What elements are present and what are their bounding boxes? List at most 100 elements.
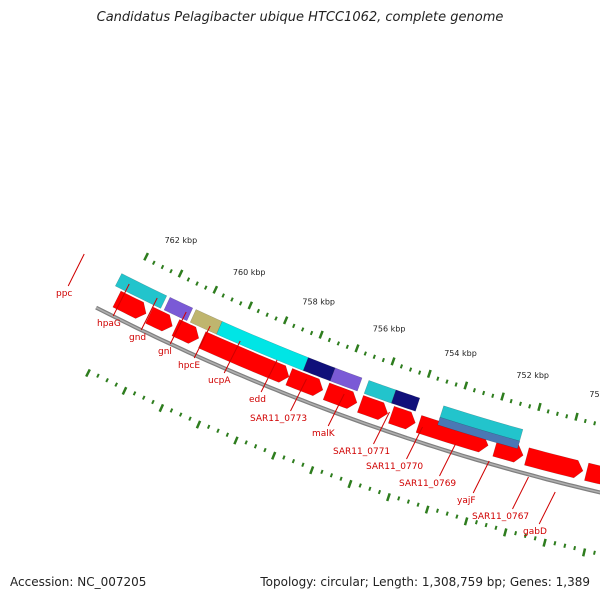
inner-tick bbox=[206, 424, 211, 429]
inner-tick bbox=[121, 386, 128, 396]
outer-tick bbox=[169, 268, 173, 274]
inner-tick bbox=[494, 525, 498, 530]
outer-tick bbox=[309, 330, 314, 336]
feature-violet bbox=[163, 296, 194, 322]
kbp-label: 754 kbp bbox=[444, 349, 477, 358]
outer-tick bbox=[327, 337, 332, 343]
outer-tick bbox=[336, 341, 341, 346]
inner-tick bbox=[263, 447, 267, 453]
inner-tick bbox=[291, 458, 296, 464]
inner-tick bbox=[563, 543, 567, 548]
inner-tick bbox=[195, 420, 202, 429]
inner-tick bbox=[151, 399, 155, 405]
leader-line bbox=[373, 411, 390, 445]
map-title: Candidatus Pelagibacter ubique HTCC1062,… bbox=[96, 10, 504, 25]
outer-tick bbox=[212, 285, 219, 294]
outer-tick bbox=[555, 411, 559, 417]
outer-tick bbox=[518, 401, 522, 406]
inner-tick bbox=[514, 530, 518, 536]
leader-line bbox=[439, 443, 456, 477]
outer-tick bbox=[177, 269, 184, 278]
cds-arrow bbox=[145, 306, 173, 332]
outer-tick bbox=[500, 392, 505, 401]
gene-label: SAR11_0769 bbox=[399, 479, 456, 489]
inner-tick bbox=[158, 403, 165, 413]
cds-arrow bbox=[524, 447, 584, 479]
cds-arrow bbox=[171, 319, 200, 344]
leader-line bbox=[472, 460, 490, 494]
leader-line bbox=[140, 297, 158, 331]
cds-arrow bbox=[356, 395, 389, 420]
label-leaders bbox=[67, 253, 556, 525]
inner-tick bbox=[85, 368, 91, 378]
outer-tick bbox=[491, 393, 495, 398]
outer-tick bbox=[482, 390, 486, 396]
leader-line bbox=[327, 393, 345, 427]
inner-tick bbox=[581, 548, 587, 557]
outer-tick bbox=[390, 357, 396, 366]
outer-tick bbox=[546, 409, 550, 414]
outer-tick bbox=[221, 293, 225, 298]
outer-tick bbox=[528, 404, 532, 409]
outer-tick bbox=[426, 369, 432, 378]
feature-teal bbox=[114, 273, 168, 309]
gene-label: SAR11_0770 bbox=[366, 462, 423, 472]
inner-tick bbox=[502, 528, 508, 537]
outer-tick bbox=[345, 344, 349, 350]
gene-label: ppc bbox=[56, 289, 72, 299]
inner-tick bbox=[474, 520, 478, 525]
outer-tick bbox=[282, 316, 289, 325]
outer-tick bbox=[565, 414, 569, 419]
inner-tick bbox=[397, 496, 401, 501]
inner-tick bbox=[445, 511, 449, 516]
kbp-label: 760 kbp bbox=[233, 268, 266, 277]
inner-tick bbox=[406, 499, 410, 504]
leader-line bbox=[112, 283, 130, 317]
outer-tick bbox=[292, 323, 296, 329]
outer-tick bbox=[472, 388, 476, 393]
feature-steel bbox=[437, 416, 521, 450]
inner-tick bbox=[178, 412, 183, 417]
inner-tick bbox=[484, 522, 488, 528]
leader-line bbox=[223, 340, 241, 374]
gene-label: SAR11_0773 bbox=[250, 414, 307, 424]
outer-tick bbox=[300, 327, 305, 332]
outer-tick bbox=[399, 364, 404, 369]
gene-label: hpcE bbox=[178, 361, 200, 371]
inner-tick bbox=[435, 508, 439, 513]
gene-label: ucpA bbox=[208, 376, 231, 386]
inner-tick bbox=[358, 483, 362, 488]
inner-tick bbox=[105, 377, 109, 383]
cds-arrow bbox=[584, 462, 600, 485]
gene-label: edd bbox=[249, 395, 266, 405]
outer-tick bbox=[247, 301, 254, 310]
leader-line bbox=[538, 491, 556, 525]
outer-tick bbox=[454, 382, 458, 387]
inner-tick bbox=[377, 489, 382, 495]
feature-navy bbox=[391, 389, 421, 412]
gene-label: gabD bbox=[523, 527, 547, 537]
gene-label: SAR11_0771 bbox=[333, 447, 390, 457]
inner-tick bbox=[368, 486, 372, 492]
inner-tick bbox=[386, 493, 391, 502]
inner-tick bbox=[320, 469, 324, 475]
inner-tick bbox=[96, 373, 100, 378]
genome-summary-text: Topology: circular; Length: 1,308,759 bp… bbox=[260, 575, 590, 589]
inner-tick bbox=[424, 505, 430, 514]
leader-line bbox=[512, 476, 529, 510]
inner-tick bbox=[225, 432, 230, 437]
outer-tick bbox=[445, 379, 449, 384]
inner-tick bbox=[329, 473, 334, 478]
inner-tick bbox=[339, 476, 343, 481]
backbone-highlight bbox=[95, 306, 600, 494]
inner-tick bbox=[169, 408, 174, 413]
inner-tick bbox=[309, 465, 315, 475]
outer-tick bbox=[238, 301, 243, 306]
outer-tick-track bbox=[143, 252, 597, 426]
inner-tick bbox=[463, 517, 469, 526]
leader-line bbox=[67, 253, 85, 287]
outer-tick bbox=[203, 285, 208, 290]
accession-text: Accession: NC_007205 bbox=[10, 575, 147, 589]
leader-line bbox=[260, 359, 278, 393]
